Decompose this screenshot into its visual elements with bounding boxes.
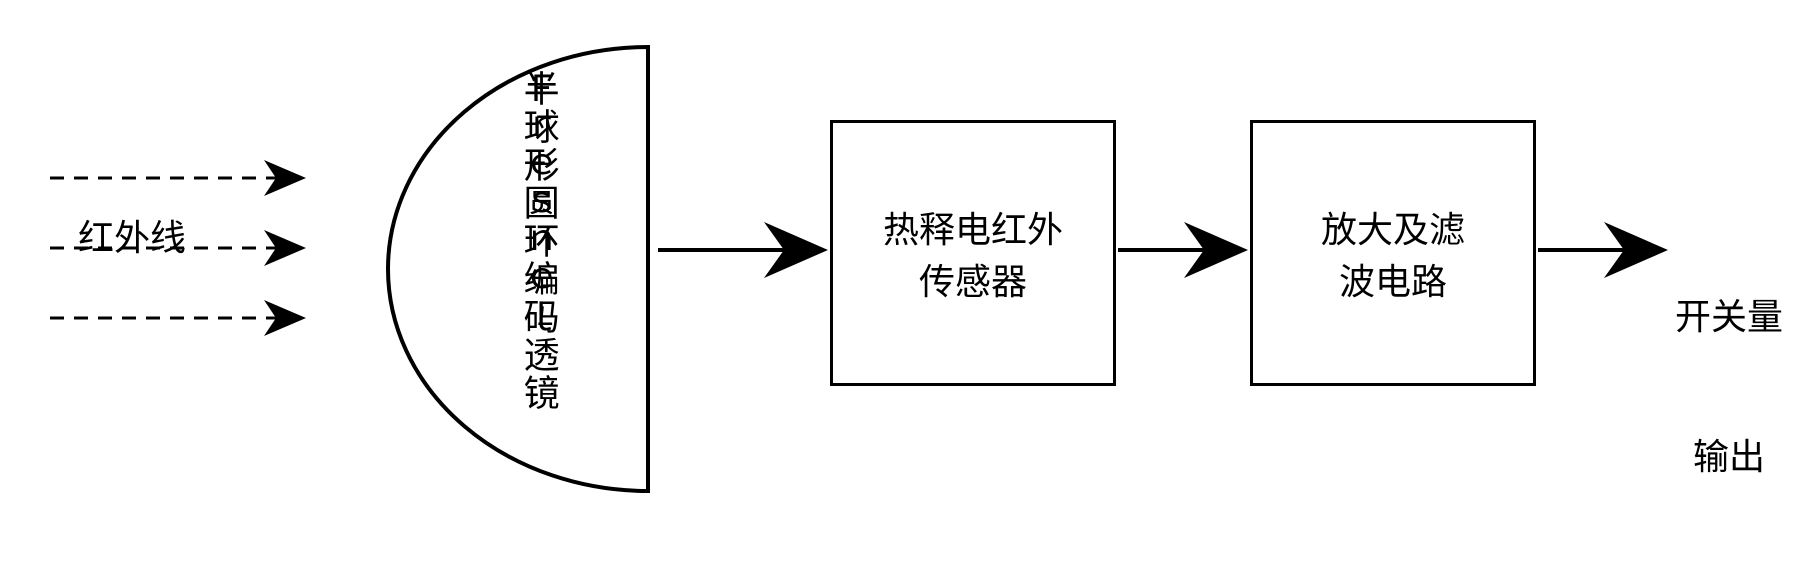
sensor-box: 热释电红外 传感器 <box>830 120 1116 386</box>
output-label: 开关量 输出 <box>1675 200 1783 574</box>
output-line2: 输出 <box>1675 434 1783 481</box>
diagram-canvas: 红外线 半球形圆环编码 Ｆｒｅｓｎｅｌ透镜 热释电红外 传感器 <box>0 0 1820 542</box>
sensor-line2: 传感器 <box>883 253 1063 305</box>
output-line1: 开关量 <box>1675 294 1783 341</box>
sensor-line1: 热释电红外 <box>883 201 1063 253</box>
amp-line1: 放大及滤 <box>1321 201 1465 253</box>
lens-shape <box>338 44 658 499</box>
amp-filter-box: 放大及滤 波电路 <box>1250 120 1536 386</box>
amp-line2: 波电路 <box>1321 253 1465 305</box>
